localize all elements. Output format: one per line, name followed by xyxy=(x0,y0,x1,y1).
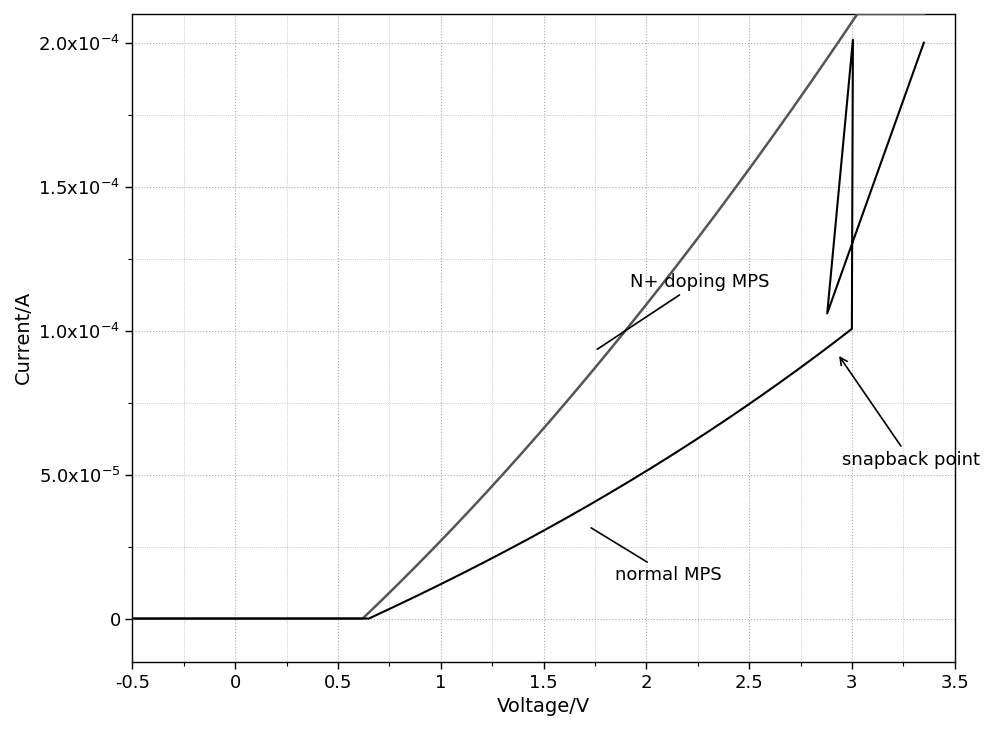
X-axis label: Voltage/V: Voltage/V xyxy=(497,697,590,716)
Text: snapback point: snapback point xyxy=(840,358,980,469)
Text: normal MPS: normal MPS xyxy=(591,528,722,585)
Y-axis label: Current/A: Current/A xyxy=(14,291,33,385)
Text: N+ doping MPS: N+ doping MPS xyxy=(597,273,769,349)
